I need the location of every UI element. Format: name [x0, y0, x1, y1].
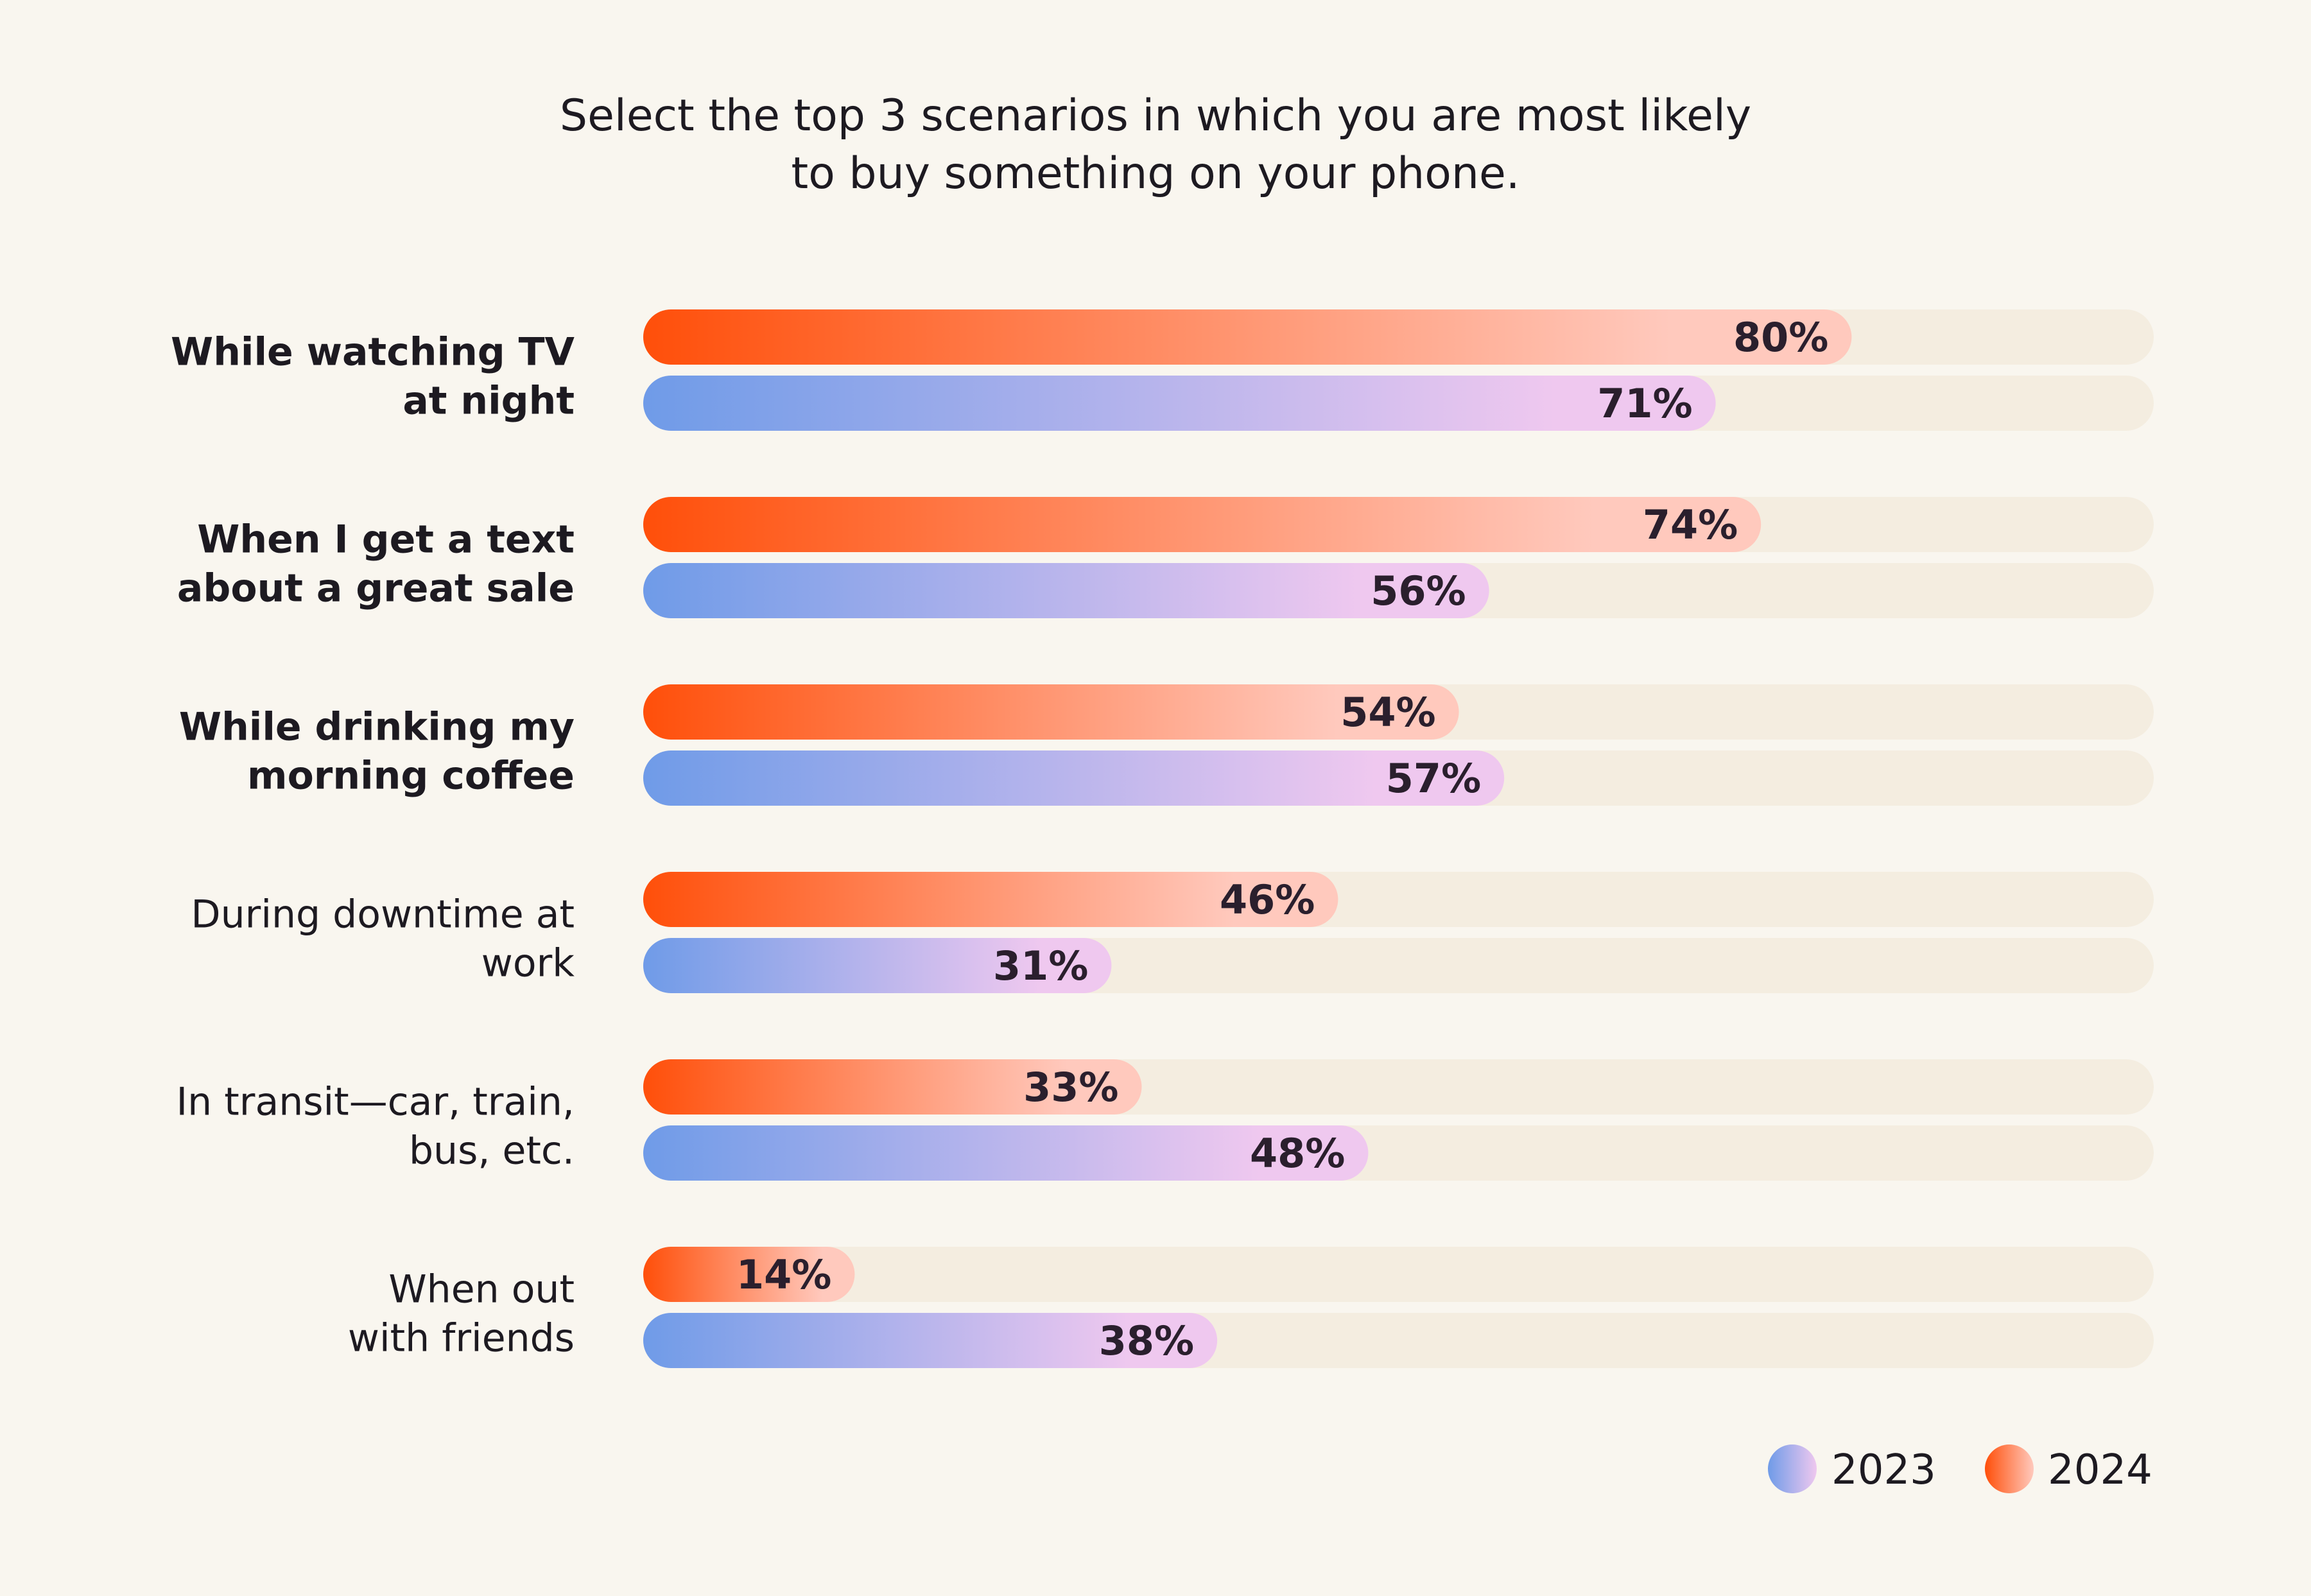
data-label-2024: 80% [1733, 314, 1828, 361]
category-label-line: about a great sale [177, 566, 575, 611]
data-label-2023: 48% [1250, 1130, 1345, 1177]
data-label-2024: 54% [1340, 689, 1435, 736]
legend-swatch-2023 [1768, 1444, 1817, 1493]
chart-title-line-2: to buy something on your phone. [792, 148, 1520, 199]
legend-label-2023: 2023 [1831, 1446, 1936, 1494]
bar-group: During downtime at work 46% 31% [191, 872, 2154, 993]
legend-swatch-2024 [1985, 1444, 2034, 1493]
category-label: When I get a text about a great sale [177, 517, 575, 611]
bar-2024 [643, 1059, 1142, 1115]
data-label-2023: 56% [1371, 568, 1466, 614]
category-label-line: While watching TV [171, 330, 575, 375]
bar-2023 [643, 938, 1112, 993]
category-label: When out with friends [348, 1267, 575, 1361]
data-label-2024: 74% [1643, 501, 1738, 548]
bar-2023 [643, 1313, 1218, 1368]
bar-group: In transit—car, train, bus, etc. 33% 48% [176, 1059, 2154, 1181]
category-label: While watching TV at night [171, 330, 575, 424]
category-label-line: work [481, 941, 575, 986]
category-label-line: In transit—car, train, [176, 1080, 575, 1125]
bar-2024 [643, 684, 1459, 740]
bar-group: When out with friends 14% 38% [348, 1247, 2154, 1368]
bars-area: While watching TV at night 80% 71% When I ge… [171, 309, 2154, 1368]
category-label-line: When I get a text [197, 517, 575, 562]
bar-2024 [643, 497, 1761, 552]
data-label-2023: 57% [1386, 755, 1481, 802]
bar-2023 [643, 750, 1505, 806]
bar-2024 [643, 872, 1338, 927]
bar-2023 [643, 1125, 1369, 1181]
bar-2024 [643, 309, 1852, 365]
legend: 2023 2024 [1768, 1444, 2152, 1494]
data-label-2023: 31% [993, 942, 1088, 989]
category-label-line: with friends [348, 1316, 575, 1361]
bar-2024 [643, 1247, 855, 1302]
data-label-2024: 33% [1023, 1064, 1118, 1111]
chart-title: Select the top 3 scenarios in which you … [560, 91, 1751, 199]
data-label-2023: 38% [1099, 1317, 1194, 1364]
category-label: During downtime at work [191, 892, 575, 986]
category-label-line: at night [402, 379, 575, 424]
category-label-line: While drinking my [179, 705, 575, 750]
bar-group: While watching TV at night 80% 71% [171, 309, 2154, 431]
data-label-2024: 46% [1220, 876, 1315, 923]
category-label: While drinking my morning coffee [179, 705, 575, 799]
chart-title-line-1: Select the top 3 scenarios in which you … [560, 91, 1751, 141]
category-label-line: morning coffee [247, 754, 575, 799]
bar-track [643, 1247, 2154, 1302]
data-label-2023: 71% [1597, 380, 1692, 427]
data-label-2024: 14% [736, 1251, 831, 1298]
category-label: In transit—car, train, bus, etc. [176, 1080, 575, 1174]
bar-2023 [643, 563, 1489, 618]
bar-group: While drinking my morning coffee 54% 57% [179, 684, 2154, 806]
category-label-line: When out [388, 1267, 575, 1312]
bar-group: When I get a text about a great sale 74% 56… [177, 497, 2154, 618]
bar-2023 [643, 376, 1716, 431]
category-label-line: During downtime at [191, 892, 575, 937]
legend-label-2024: 2024 [2048, 1446, 2152, 1494]
category-label-line: bus, etc. [409, 1129, 575, 1174]
